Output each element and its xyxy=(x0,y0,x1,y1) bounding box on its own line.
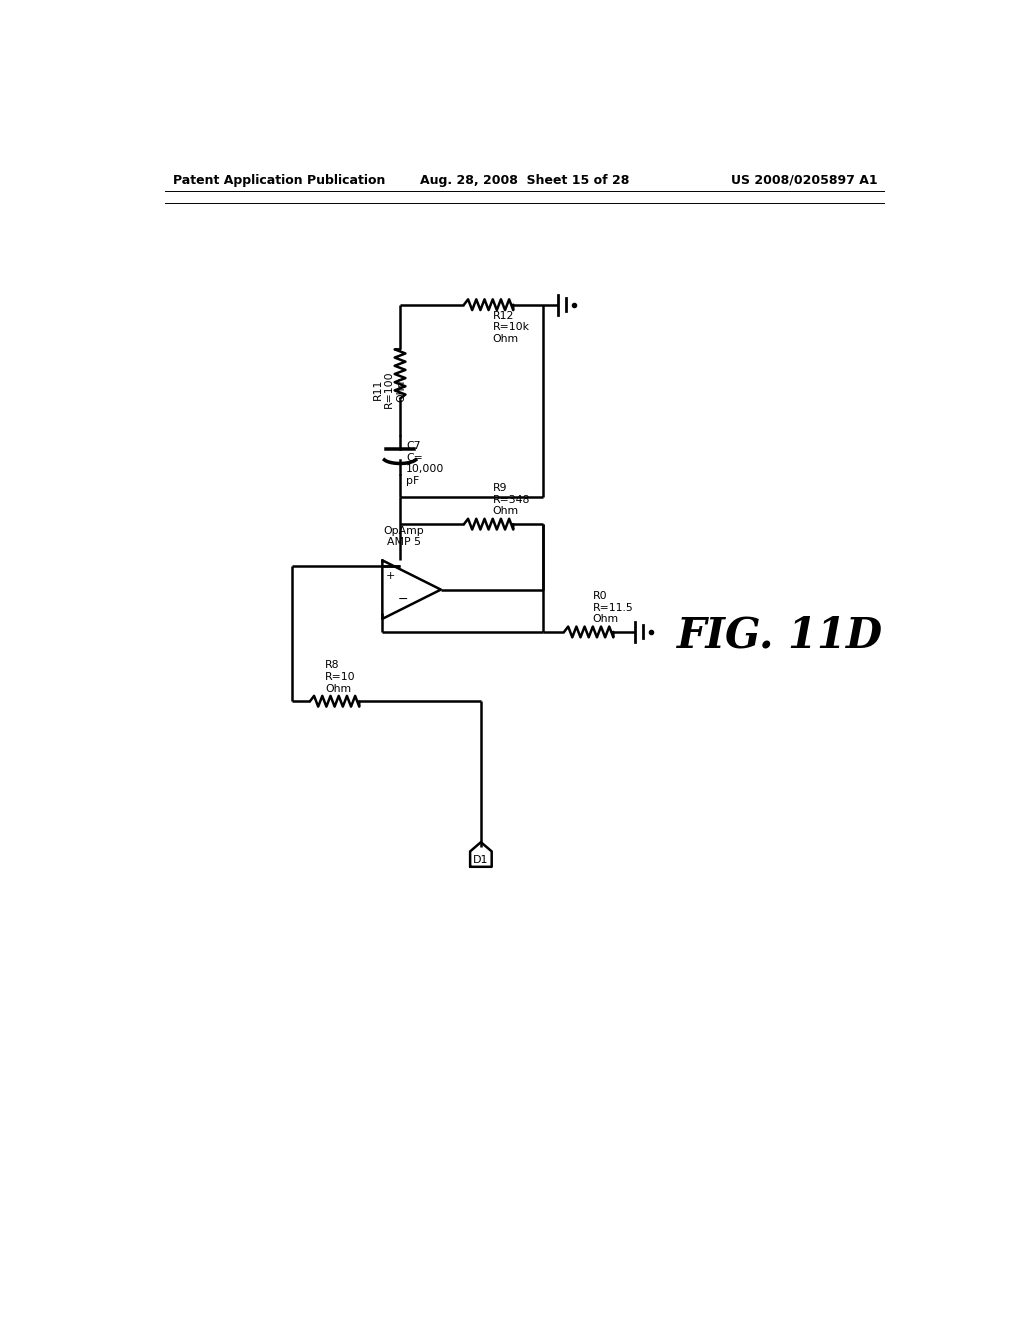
Text: R12
R=10k
Ohm: R12 R=10k Ohm xyxy=(493,312,529,345)
Text: +: + xyxy=(385,572,394,581)
Text: Aug. 28, 2008  Sheet 15 of 28: Aug. 28, 2008 Sheet 15 of 28 xyxy=(420,174,630,187)
Text: R0
R=11.5
Ohm: R0 R=11.5 Ohm xyxy=(593,591,633,624)
Text: −: − xyxy=(397,594,409,606)
Text: R9
R=348
Ohm: R9 R=348 Ohm xyxy=(493,483,529,516)
Text: C7
C=
10,000
pF: C7 C= 10,000 pF xyxy=(407,441,444,486)
Text: OpAmp
AMP 5: OpAmp AMP 5 xyxy=(384,525,424,548)
Text: FIG. 11D: FIG. 11D xyxy=(677,615,884,657)
Text: D1: D1 xyxy=(473,855,488,865)
Text: R11
R=100
Ohm: R11 R=100 Ohm xyxy=(373,370,406,408)
Text: R8
R=10
Ohm: R8 R=10 Ohm xyxy=(326,660,356,693)
Text: Patent Application Publication: Patent Application Publication xyxy=(173,174,385,187)
Text: US 2008/0205897 A1: US 2008/0205897 A1 xyxy=(731,174,878,187)
